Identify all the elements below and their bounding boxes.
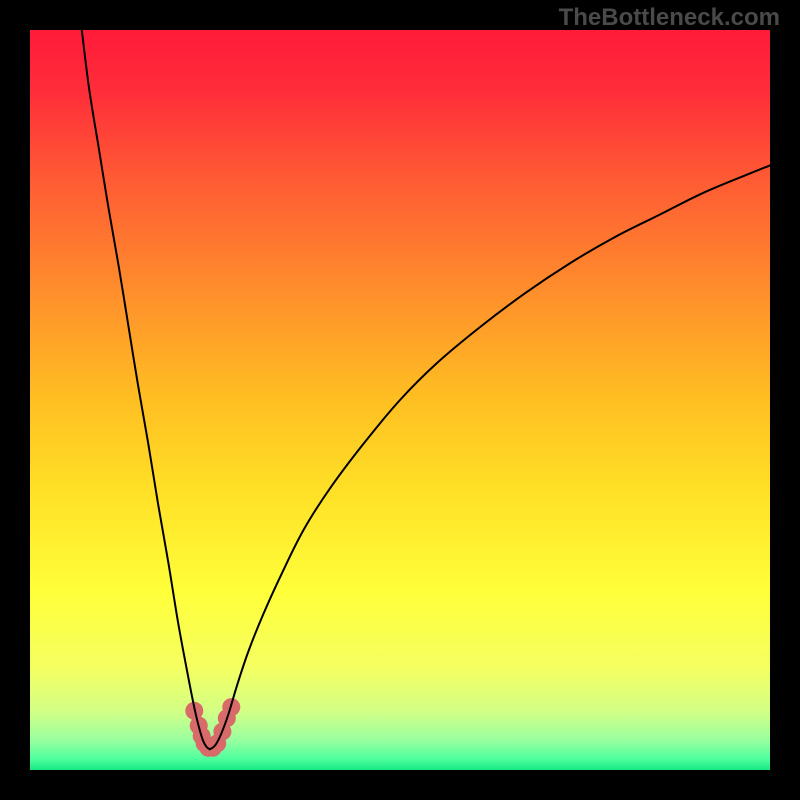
chart-frame: TheBottleneck.com [0, 0, 800, 800]
watermark-text: TheBottleneck.com [559, 4, 780, 32]
chart-svg [30, 30, 770, 770]
plot-area [30, 30, 770, 770]
